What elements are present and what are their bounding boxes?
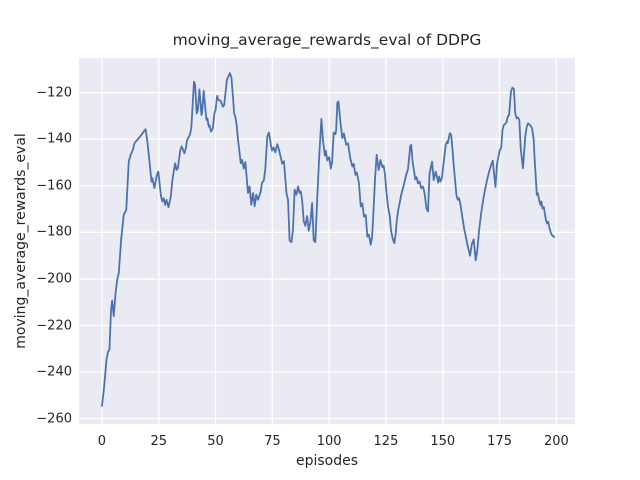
x-axis-label: episodes — [295, 453, 359, 469]
x-tick-label: 25 — [150, 434, 168, 449]
x-tick-label: 175 — [487, 434, 512, 449]
y-tick-label: −200 — [36, 271, 72, 287]
y-tick-label: −220 — [36, 318, 72, 333]
x-tick-label: 125 — [373, 434, 399, 449]
plot-canvas — [79, 58, 575, 424]
y-axis-label: moving_average_rewards_eval — [13, 133, 29, 349]
x-tick-label: 150 — [430, 434, 456, 449]
y-tick-label: −160 — [36, 178, 72, 194]
data-line-moving_average_rewards_eval — [101, 72, 556, 407]
y-tick-label: −140 — [36, 131, 72, 147]
x-tick-label: 200 — [543, 434, 569, 449]
chart-title: moving_average_rewards_eval of DDPG — [172, 31, 482, 49]
y-tick-label: −180 — [36, 224, 72, 240]
y-tick-label: −120 — [36, 85, 72, 101]
plot-area — [79, 58, 575, 424]
y-tick-label: −260 — [36, 411, 72, 427]
x-tick-label: 75 — [264, 434, 281, 449]
y-tick-label: −240 — [36, 364, 72, 380]
x-tick-label: 50 — [207, 434, 224, 449]
x-tick-label: 100 — [316, 434, 342, 449]
x-tick-label: 0 — [97, 434, 107, 449]
